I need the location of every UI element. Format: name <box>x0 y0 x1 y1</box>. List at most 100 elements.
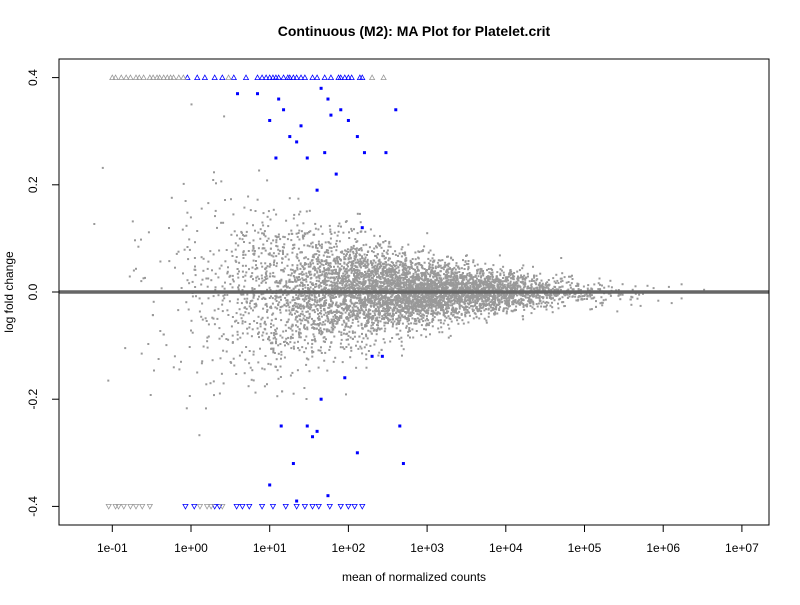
data-point <box>291 371 294 374</box>
data-point <box>438 331 441 334</box>
data-point <box>480 294 483 297</box>
data-point <box>401 269 404 271</box>
data-point <box>415 319 418 322</box>
data-point <box>211 316 214 319</box>
data-point <box>352 269 355 272</box>
data-point <box>211 269 213 272</box>
data-point <box>339 342 342 345</box>
data-point <box>451 278 453 281</box>
data-point <box>379 262 382 265</box>
data-point <box>477 287 480 290</box>
data-point <box>494 306 497 308</box>
data-point <box>392 299 395 301</box>
data-point <box>334 282 337 285</box>
data-point <box>579 295 582 298</box>
data-point <box>335 322 338 325</box>
data-point <box>586 298 588 300</box>
data-point <box>320 274 323 277</box>
data-point <box>423 284 426 287</box>
data-point <box>246 327 249 330</box>
data-point <box>496 285 499 288</box>
data-point <box>277 296 280 299</box>
data-point <box>284 289 287 292</box>
data-point <box>305 363 308 366</box>
data-point <box>347 262 350 265</box>
data-point <box>378 328 381 331</box>
data-point <box>322 321 325 323</box>
data-point <box>200 256 203 259</box>
data-point <box>232 280 235 283</box>
data-point <box>297 294 300 297</box>
data-point <box>431 269 434 272</box>
data-point <box>552 292 555 295</box>
data-point <box>344 307 347 310</box>
data-point <box>248 362 251 365</box>
data-point <box>291 323 294 326</box>
data-point <box>487 315 490 318</box>
data-point <box>496 271 499 274</box>
data-point <box>427 257 430 260</box>
data-point <box>355 278 358 281</box>
data-point <box>409 259 412 262</box>
data-point <box>355 366 358 369</box>
data-point <box>270 319 273 322</box>
data-point <box>222 382 225 385</box>
data-point <box>323 251 326 254</box>
data-point <box>448 294 451 297</box>
data-point <box>318 293 320 296</box>
data-point <box>464 260 467 263</box>
data-point <box>262 212 265 215</box>
data-point <box>372 295 374 298</box>
data-point <box>419 305 422 308</box>
data-point <box>274 281 277 284</box>
data-point <box>264 281 267 284</box>
data-point <box>318 277 321 280</box>
data-point <box>214 209 217 212</box>
data-point <box>561 301 564 304</box>
data-point <box>349 300 352 303</box>
data-point <box>263 322 266 325</box>
data-point <box>411 288 414 291</box>
data-point <box>355 241 358 243</box>
data-point <box>402 267 405 270</box>
data-point <box>407 287 410 290</box>
data-point <box>385 312 388 315</box>
data-point <box>310 323 313 326</box>
data-point <box>419 277 422 280</box>
data-point <box>291 281 294 283</box>
data-point <box>404 277 406 280</box>
data-point <box>484 299 487 302</box>
data-point <box>362 301 365 303</box>
data-point <box>398 320 401 322</box>
data-point <box>303 326 306 329</box>
data-point <box>383 341 386 344</box>
data-point <box>574 293 577 296</box>
data-point <box>367 278 370 281</box>
data-point <box>381 317 384 320</box>
data-point <box>427 324 430 327</box>
data-point <box>343 262 346 265</box>
data-point <box>442 277 445 280</box>
data-point <box>348 312 351 315</box>
data-point <box>290 232 293 235</box>
data-point <box>377 274 380 277</box>
data-point <box>345 271 348 274</box>
data-point <box>401 276 403 279</box>
data-point <box>389 295 392 298</box>
data-point <box>333 286 336 289</box>
data-point <box>212 253 215 256</box>
data-point <box>382 270 385 272</box>
data-point <box>319 299 322 302</box>
data-point <box>398 285 401 288</box>
data-point <box>428 296 430 299</box>
data-point <box>396 285 399 288</box>
data-point <box>530 312 533 315</box>
data-point <box>336 318 339 321</box>
data-point <box>340 333 343 336</box>
data-point <box>472 317 475 320</box>
data-point <box>411 317 414 320</box>
data-point <box>212 179 215 181</box>
data-point <box>617 289 620 291</box>
data-point <box>466 272 469 275</box>
data-point <box>356 287 359 290</box>
